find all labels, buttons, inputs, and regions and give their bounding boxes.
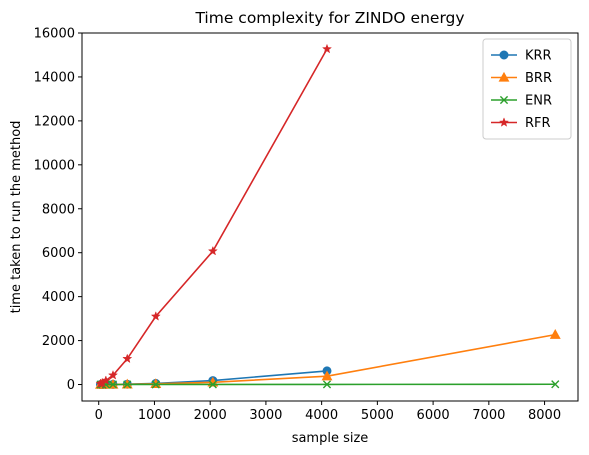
y-tick-label: 10000 — [34, 158, 75, 173]
x-tick-label: 3000 — [249, 408, 282, 423]
y-tick-label: 14000 — [34, 70, 75, 85]
data-point-rfr — [321, 43, 333, 54]
legend: KRR BRR ENR RFR — [482, 38, 572, 140]
legend-label-enr: ENR — [525, 94, 552, 109]
plot-frame — [81, 32, 579, 402]
chart-title: Time complexity for ZINDO energy — [194, 9, 464, 27]
legend-entry-rfr: RFR — [491, 116, 551, 131]
y-tick-label: 2000 — [42, 334, 75, 349]
legend-label-krr: KRR — [525, 49, 552, 64]
series-enr — [96, 380, 560, 389]
y-tick-label: 12000 — [34, 114, 75, 129]
data-point-enr — [208, 380, 217, 389]
legend-box — [482, 38, 572, 140]
data-point-enr — [551, 380, 560, 389]
data-point-brr — [549, 329, 561, 339]
data-point-rfr — [207, 245, 218, 256]
legend-entry-krr: KRR — [491, 49, 552, 64]
y-tick-label: 6000 — [42, 246, 75, 261]
legend-marker-brr — [498, 71, 510, 82]
y-tick-label: 4000 — [42, 290, 75, 305]
data-point-rfr — [150, 311, 161, 321]
x-tick-label: 6000 — [417, 408, 450, 423]
legend-marker-rfr — [498, 117, 510, 127]
legend-marker-enr — [499, 95, 509, 105]
data-point-rfr — [100, 375, 111, 385]
x-axis-label: sample size — [292, 431, 369, 446]
data-point-rfr — [122, 353, 133, 364]
legend-entry-brr: BRR — [491, 71, 552, 86]
data-point-enr — [123, 380, 132, 389]
data-point-enr — [151, 380, 160, 389]
data-point-enr — [322, 380, 332, 389]
y-tick-label: 0 — [67, 378, 75, 393]
legend-marker-krr — [499, 50, 509, 60]
x-tick-label: 1000 — [138, 408, 171, 423]
x-tick-label: 7000 — [472, 408, 505, 423]
x-tick-label: 5000 — [361, 408, 394, 423]
legend-label-brr: BRR — [525, 71, 552, 86]
legend-entry-enr: ENR — [491, 94, 552, 109]
x-tick-label: 4000 — [305, 408, 338, 423]
legend-label-rfr: RFR — [525, 116, 551, 131]
data-point-rfr — [107, 369, 119, 380]
plot-area — [95, 43, 561, 390]
y-tick-label: 8000 — [42, 202, 75, 217]
series-line-rfr — [100, 48, 328, 385]
x-tick-label: 2000 — [194, 408, 227, 423]
y-tick-label: 16000 — [34, 27, 75, 42]
y-axis-label: time taken to run the method — [9, 121, 24, 314]
data-point-enr — [108, 380, 118, 389]
data-point-brr — [150, 378, 162, 389]
axis-ticks: 0 1000 2000 3000 4000 5000 6000 7000 8000 0 2000 40… — [34, 27, 561, 424]
x-tick-label: 8000 — [528, 408, 561, 423]
data-point-brr — [321, 370, 333, 381]
x-tick-label: 0 — [95, 408, 103, 423]
series-brr — [95, 329, 561, 389]
series-rfr — [95, 43, 333, 389]
